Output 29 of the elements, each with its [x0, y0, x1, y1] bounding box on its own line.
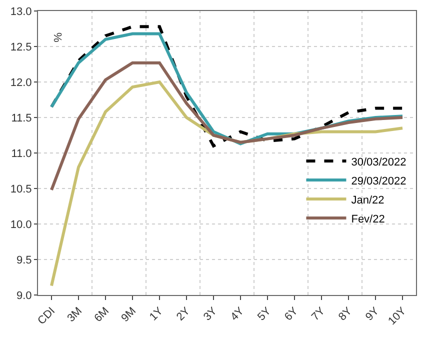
y-tick-label: 10.5 — [10, 183, 32, 196]
x-tick-label: 10Y — [386, 304, 409, 328]
y-tick-label: 9.5 — [16, 254, 32, 266]
y-tick-label: 11.5 — [11, 112, 32, 124]
x-tick-label: 7Y — [310, 304, 328, 324]
y-tick-label: 12.5 — [10, 41, 32, 54]
x-tick-label: 6M — [92, 305, 112, 325]
y-tick-label: 13.0 — [10, 6, 32, 18]
y-tick-label: 9.0 — [16, 290, 32, 302]
y-tick-label: 10.0 — [10, 218, 32, 231]
legend-label: 30/03/2022 — [351, 156, 406, 168]
x-tick-label: 8Y — [336, 304, 355, 324]
line-series — [50, 61, 404, 192]
x-tick-label: 5Y — [256, 304, 274, 324]
x-tick-label: 1Y — [148, 304, 166, 324]
y-tick-label: 12.0 — [10, 76, 32, 89]
x-tick-label: CDI — [36, 305, 58, 328]
y-axis-title: % — [51, 32, 64, 43]
x-tick-label: 9Y — [364, 304, 382, 324]
x-tick-label: 6Y — [282, 304, 301, 324]
x-tick-label: 9M — [119, 305, 139, 325]
x-tick-label: 3M — [65, 305, 85, 325]
y-tick-label: 11.0 — [11, 148, 32, 160]
x-tick-label: 2Y — [174, 304, 193, 324]
x-tick-label: 4Y — [228, 304, 247, 324]
legend-label: 29/03/2022 — [351, 175, 406, 188]
legend-label: Jan/22 — [351, 194, 384, 206]
legend-label: Fev/22 — [351, 213, 385, 226]
x-tick-label: 3Y — [202, 304, 220, 324]
